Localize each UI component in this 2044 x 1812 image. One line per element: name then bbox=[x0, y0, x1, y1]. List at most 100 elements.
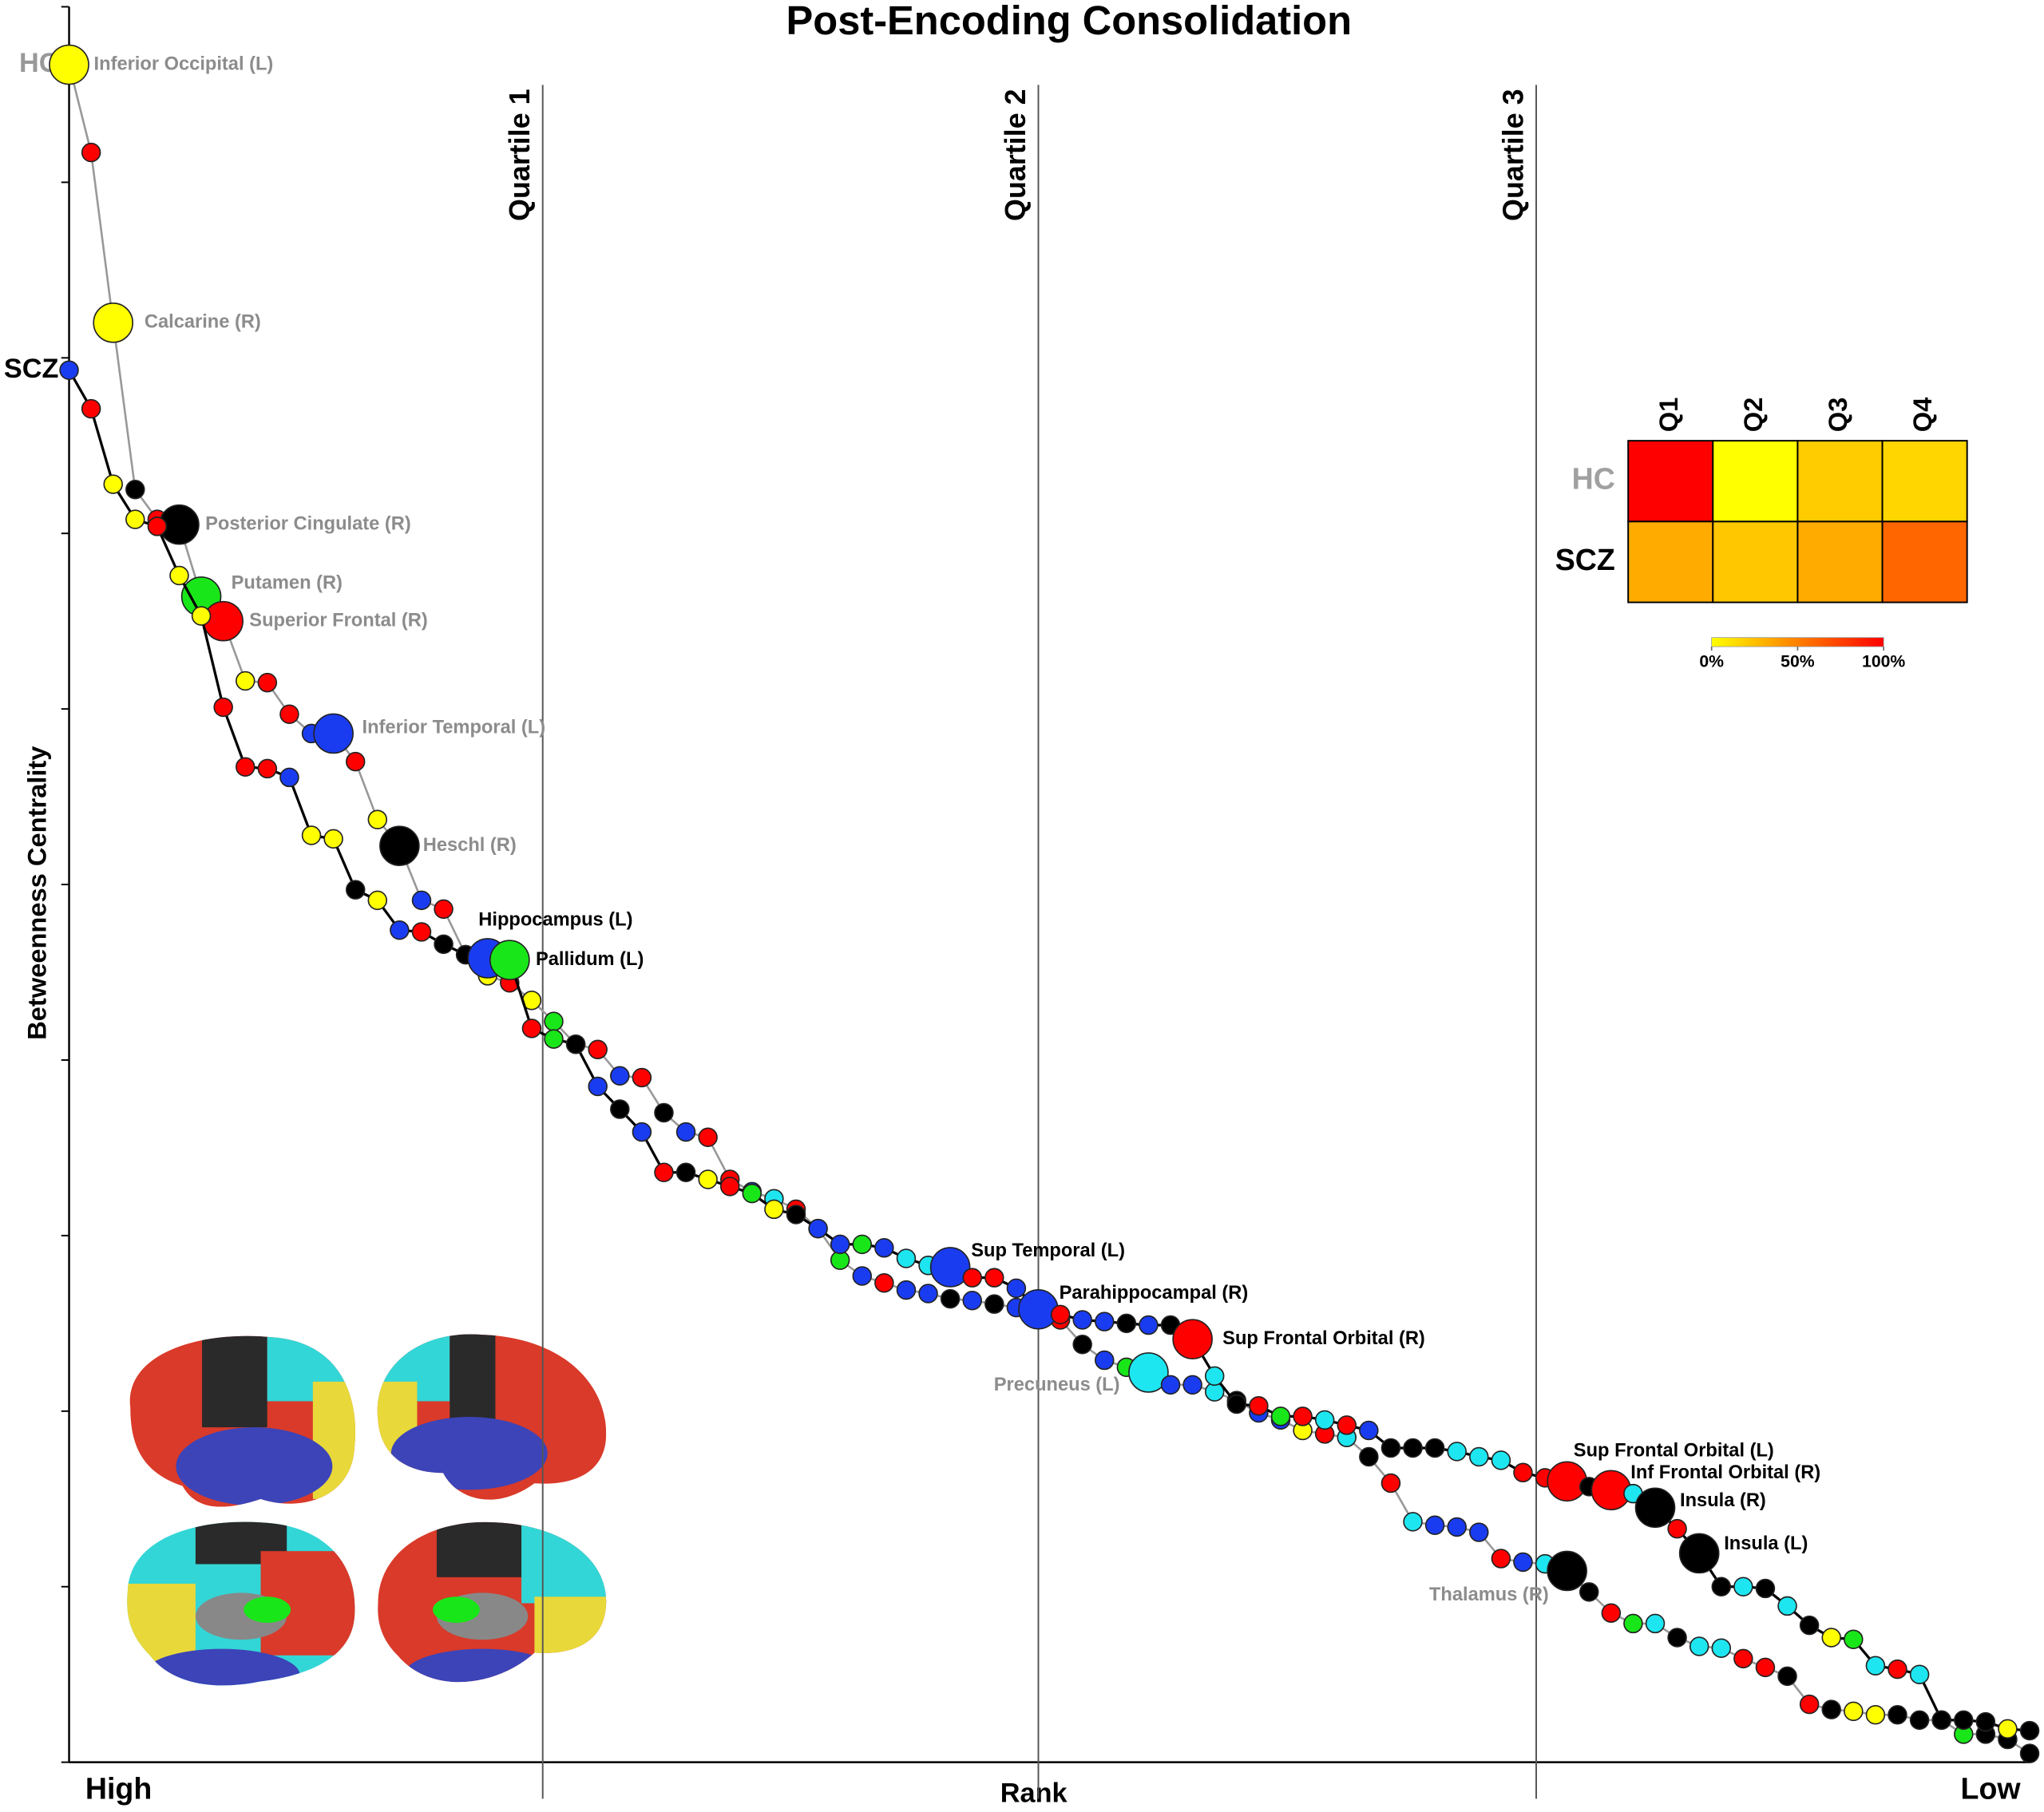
node-label: Heschl (R) bbox=[423, 835, 517, 856]
node-label: Putamen (R) bbox=[232, 572, 343, 593]
node bbox=[896, 1248, 917, 1268]
node bbox=[852, 1266, 873, 1286]
node bbox=[1095, 1312, 1115, 1331]
node-label: Parahippocampal (R) bbox=[1060, 1283, 1249, 1304]
heatmap-cell bbox=[1881, 520, 1968, 603]
node bbox=[1799, 1694, 1820, 1715]
labeled-node bbox=[1547, 1550, 1587, 1592]
node bbox=[544, 1011, 564, 1031]
node bbox=[1226, 1394, 1247, 1414]
node bbox=[1424, 1438, 1445, 1458]
labeled-node bbox=[1634, 1487, 1676, 1529]
heatmap-cell bbox=[1796, 520, 1884, 603]
node-label: Insula (R) bbox=[1680, 1490, 1766, 1511]
node bbox=[940, 1288, 961, 1309]
node bbox=[1072, 1310, 1092, 1330]
brain-medial-right bbox=[378, 1521, 607, 1683]
node bbox=[874, 1273, 894, 1293]
node bbox=[1888, 1705, 1907, 1725]
labeled-node bbox=[93, 303, 134, 343]
node bbox=[675, 1162, 696, 1182]
node bbox=[896, 1280, 917, 1300]
colorbar-label: 100% bbox=[1862, 652, 1905, 671]
node bbox=[81, 142, 101, 163]
node bbox=[1513, 1552, 1533, 1573]
node bbox=[103, 474, 123, 494]
labeled-node bbox=[203, 600, 244, 642]
node bbox=[213, 697, 233, 718]
node bbox=[1424, 1515, 1445, 1536]
node bbox=[323, 829, 343, 849]
node bbox=[1865, 1656, 1886, 1676]
node bbox=[1645, 1613, 1666, 1634]
node bbox=[1909, 1664, 1930, 1684]
brain-lateral-right bbox=[377, 1334, 607, 1500]
node bbox=[411, 922, 432, 942]
quartile-label: Quartile 2 bbox=[999, 89, 1032, 221]
node bbox=[279, 704, 299, 724]
node-label: Pallidum (L) bbox=[536, 949, 644, 970]
node bbox=[1072, 1335, 1092, 1355]
labeled-node bbox=[1018, 1288, 1059, 1330]
node bbox=[1513, 1462, 1533, 1483]
node bbox=[1006, 1278, 1027, 1299]
y-axis-label: Betweenness Centrality bbox=[22, 746, 52, 1040]
node-label: Inferior Occipital (L) bbox=[94, 53, 274, 74]
row-label: HC bbox=[1572, 462, 1615, 496]
node bbox=[1821, 1699, 1841, 1719]
node bbox=[1447, 1442, 1467, 1462]
node-label: Insula (L) bbox=[1724, 1533, 1808, 1554]
colorbar bbox=[1711, 637, 1884, 647]
quartile-label: Quartile 1 bbox=[503, 89, 536, 221]
x-start-label: High bbox=[85, 1771, 152, 1805]
node bbox=[852, 1234, 873, 1255]
labeled-node bbox=[929, 1247, 971, 1288]
node bbox=[1314, 1410, 1335, 1430]
node bbox=[1204, 1366, 1225, 1387]
row-label: SCZ bbox=[1555, 543, 1615, 576]
node bbox=[1380, 1473, 1401, 1494]
node bbox=[1359, 1420, 1379, 1441]
node bbox=[1380, 1438, 1401, 1458]
node bbox=[1403, 1512, 1423, 1532]
node bbox=[565, 1034, 586, 1054]
node bbox=[1909, 1710, 1930, 1731]
node bbox=[1182, 1375, 1202, 1395]
node bbox=[1711, 1638, 1732, 1658]
node bbox=[1359, 1446, 1379, 1467]
labeled-node bbox=[1678, 1533, 1720, 1574]
node bbox=[1667, 1518, 1687, 1539]
node bbox=[1403, 1438, 1423, 1458]
labeled-node bbox=[49, 44, 89, 85]
node bbox=[1270, 1406, 1291, 1426]
node bbox=[719, 1177, 740, 1197]
node bbox=[1447, 1517, 1467, 1537]
node bbox=[434, 934, 454, 955]
node bbox=[279, 767, 299, 788]
node bbox=[874, 1238, 894, 1258]
column-label: Q4 bbox=[1907, 398, 1937, 433]
node bbox=[1491, 1450, 1511, 1470]
node bbox=[521, 1019, 542, 1039]
node bbox=[742, 1183, 763, 1204]
node bbox=[698, 1169, 718, 1189]
node-label: Inferior Temporal (L) bbox=[362, 718, 546, 738]
node bbox=[257, 758, 278, 779]
node bbox=[632, 1122, 652, 1142]
labeled-node bbox=[379, 825, 420, 866]
node-label: Sup Frontal Orbital (R) bbox=[1222, 1328, 1425, 1349]
labeled-node bbox=[1128, 1352, 1169, 1393]
node-label: Precuneus (L) bbox=[994, 1375, 1120, 1395]
node bbox=[345, 751, 366, 772]
node bbox=[1777, 1666, 1797, 1687]
node bbox=[610, 1099, 630, 1119]
heatmap-cell bbox=[1796, 440, 1884, 523]
node bbox=[2019, 1743, 2040, 1763]
node-label: Calcarine (R) bbox=[145, 312, 261, 333]
node bbox=[1249, 1395, 1269, 1416]
node bbox=[236, 671, 256, 691]
node-label: Sup Temporal (L) bbox=[971, 1240, 1125, 1261]
node bbox=[1865, 1705, 1886, 1725]
node-label: Thalamus (R) bbox=[1429, 1585, 1549, 1605]
